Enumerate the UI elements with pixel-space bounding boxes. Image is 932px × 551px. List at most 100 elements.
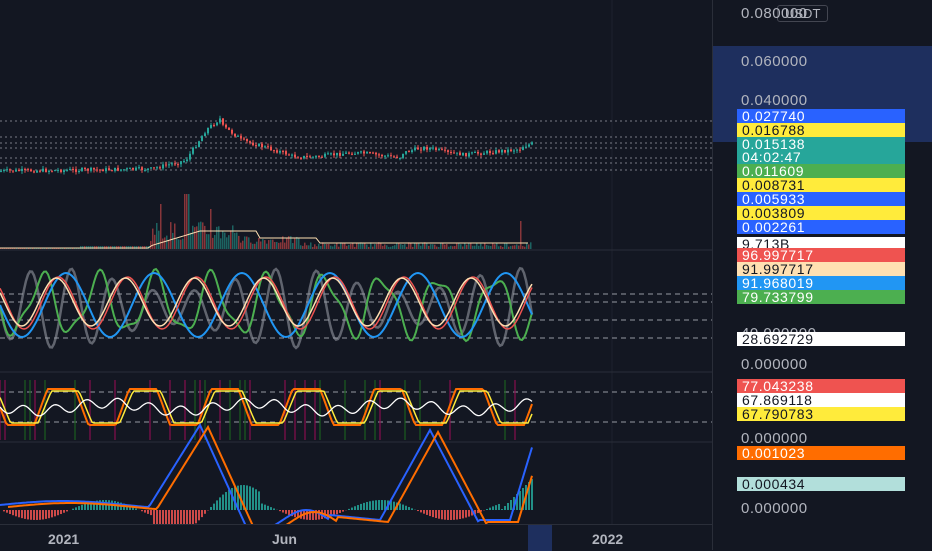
macd-histogram <box>168 510 170 524</box>
macd-histogram <box>366 502 368 510</box>
candle <box>30 169 32 171</box>
macd-histogram <box>144 510 146 513</box>
candle <box>348 153 350 154</box>
volume-bar <box>484 243 486 249</box>
candle <box>309 156 311 157</box>
volume-bar <box>162 239 164 249</box>
candle <box>45 169 47 172</box>
macd-histogram <box>246 485 248 510</box>
macd-histogram <box>216 500 218 510</box>
candle <box>150 167 152 168</box>
volume-bar <box>246 237 248 249</box>
chart-area[interactable] <box>0 0 712 524</box>
price-badge: 96.997717 <box>737 248 905 262</box>
volume-bar <box>186 194 188 249</box>
candle <box>279 151 281 153</box>
volume-bar <box>170 222 172 249</box>
volume-bar <box>176 238 178 249</box>
volume-bar <box>262 239 264 249</box>
candle <box>219 118 221 122</box>
chart-canvas[interactable] <box>0 0 712 524</box>
candle <box>105 168 107 171</box>
macd-histogram <box>27 510 29 519</box>
volume-bar <box>310 242 312 249</box>
volume-bar <box>486 245 488 249</box>
candle <box>21 169 23 171</box>
macd-histogram <box>219 497 221 510</box>
volume-bar <box>382 246 384 249</box>
candle <box>225 125 227 128</box>
volume-bar <box>522 246 524 249</box>
candle <box>357 152 359 154</box>
price-badge: 67.790783 <box>737 407 905 421</box>
price-badge: 0.002261 <box>737 220 905 234</box>
volume-bar <box>250 243 252 249</box>
volume-bar <box>180 240 182 249</box>
candle <box>111 170 113 171</box>
volume-bar <box>278 243 280 249</box>
time-cursor-marker <box>528 525 552 551</box>
volume-bar <box>344 243 346 249</box>
candle <box>258 144 260 147</box>
price-tick-label: 0.000000 <box>741 356 808 373</box>
macd-histogram <box>228 490 230 510</box>
volume-bar <box>286 238 288 249</box>
macd-histogram <box>450 510 452 520</box>
volume-bar <box>514 245 516 249</box>
candle <box>75 169 77 172</box>
candle <box>486 151 488 153</box>
candle <box>57 170 59 171</box>
volume-bar <box>506 243 508 249</box>
candle <box>303 156 305 158</box>
macd-histogram <box>165 510 167 524</box>
volume-bar <box>438 247 440 249</box>
candle <box>267 146 269 147</box>
volume-bar <box>204 226 206 249</box>
volume-bar <box>318 244 320 249</box>
volume-bar <box>346 246 348 249</box>
volume-bar <box>266 244 268 249</box>
volume-bar <box>420 246 422 249</box>
volume-bar <box>432 244 434 249</box>
volume-bar <box>302 246 304 249</box>
candle <box>189 154 191 160</box>
candle <box>108 168 110 170</box>
candle <box>156 167 158 168</box>
candle <box>36 171 38 173</box>
volume-bar <box>470 243 472 249</box>
volume-bar <box>350 244 352 249</box>
volume-bar <box>234 233 236 249</box>
volume-bar <box>248 237 250 249</box>
rsi-pane <box>0 380 532 440</box>
macd-histogram <box>174 510 176 524</box>
candle <box>231 130 233 134</box>
macd-histogram <box>339 510 341 513</box>
volume-bar <box>272 240 274 249</box>
volume-bar <box>368 247 370 249</box>
macd-histogram <box>447 510 449 520</box>
candle <box>444 150 446 151</box>
candle <box>492 153 494 154</box>
candle <box>330 153 332 154</box>
macd-histogram <box>177 510 179 524</box>
price-badge: 0.016788 <box>737 123 905 137</box>
price-scale[interactable]: USDT 0.0800000.0600000.04000040.0000000.… <box>712 0 932 550</box>
volume-bar <box>258 238 260 249</box>
volume-bar <box>172 233 174 249</box>
candle <box>474 152 476 153</box>
candle <box>435 148 437 150</box>
macd-histogram <box>258 491 260 510</box>
candle <box>33 171 35 172</box>
volume-bar <box>364 243 366 249</box>
candle <box>327 153 329 154</box>
volume-bar <box>198 222 200 249</box>
price-tick-label: 0.040000 <box>741 92 808 109</box>
macd-histogram <box>180 510 182 524</box>
candle <box>441 149 443 150</box>
macd-histogram <box>465 510 467 518</box>
candle <box>27 169 29 170</box>
volume-bar <box>292 243 294 249</box>
price-badge: 91.997717 <box>737 262 905 276</box>
macd-pane <box>0 425 533 524</box>
